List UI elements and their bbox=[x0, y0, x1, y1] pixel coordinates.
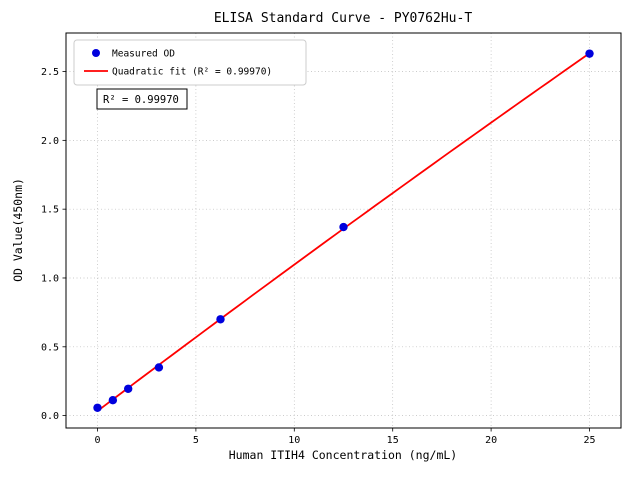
chart-title: ELISA Standard Curve - PY0762Hu-T bbox=[214, 11, 472, 26]
r-squared-annotation: R² = 0.99970 bbox=[96, 88, 188, 110]
x-tick-label: 0 bbox=[94, 435, 100, 446]
legend-label-quadratic-fit: Quadratic fit (R² = 0.99970) bbox=[112, 67, 272, 78]
legend-box bbox=[73, 39, 307, 86]
y-tick-label: 0.0 bbox=[41, 411, 59, 422]
y-tick-label: 0.5 bbox=[41, 342, 59, 353]
grid bbox=[66, 33, 621, 428]
plot-frame bbox=[65, 32, 622, 429]
data-point bbox=[339, 222, 348, 232]
y-tick-label: 2.0 bbox=[41, 136, 59, 147]
x-tick-label: 15 bbox=[387, 435, 399, 446]
x-tick-label: 10 bbox=[288, 435, 300, 446]
y-tick-label: 1.0 bbox=[41, 273, 59, 284]
r-squared-annotation-box bbox=[96, 88, 188, 110]
r-squared-annotation-text: R² = 0.99970 bbox=[103, 94, 179, 106]
x-tick-label: 25 bbox=[583, 435, 595, 446]
data-point bbox=[585, 49, 594, 58]
x-tick-label: 5 bbox=[193, 435, 199, 446]
legend-label-measured-od: Measured OD bbox=[112, 49, 175, 60]
y-tick-label: 1.5 bbox=[41, 205, 59, 216]
data-point bbox=[216, 315, 225, 324]
data-point bbox=[154, 363, 164, 372]
y-axis-label: OD Value(450nm) bbox=[11, 178, 25, 282]
data-point bbox=[93, 403, 102, 412]
x-axis-label: Human ITIH4 Concentration (ng/mL) bbox=[229, 448, 457, 462]
x-tick-label: 20 bbox=[485, 435, 497, 446]
legend-marker-dot-icon bbox=[92, 49, 100, 57]
axis-ticks: 0 5 10 15 20 25 0.0 0.5 1.0 1.5 2.0 2.5 bbox=[41, 67, 596, 446]
data-point bbox=[123, 384, 133, 393]
data-point bbox=[108, 395, 118, 405]
plot-area bbox=[93, 49, 594, 412]
y-tick-label: 2.5 bbox=[41, 67, 59, 78]
legend: Measured OD Quadratic fit (R² = 0.99970) bbox=[73, 39, 307, 86]
